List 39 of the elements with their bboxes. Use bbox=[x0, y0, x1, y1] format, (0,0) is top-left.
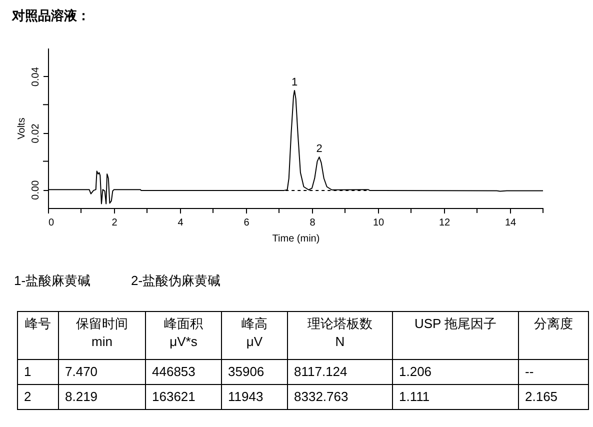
x-tick-label: 0 bbox=[48, 218, 54, 228]
text: 峰高 μV bbox=[222, 312, 288, 360]
text: USP 拖尾因子 bbox=[392, 312, 518, 360]
annotation: 1 bbox=[291, 76, 298, 88]
annotation: 2 bbox=[316, 143, 322, 156]
x-axis-title: Time (min) bbox=[272, 234, 320, 244]
text: 8.219 bbox=[58, 384, 146, 410]
text: 35906 bbox=[222, 360, 288, 384]
x-tick-label: 2 bbox=[112, 218, 118, 228]
x-tick-label: 12 bbox=[438, 218, 450, 228]
text: 163621 bbox=[146, 384, 222, 410]
text: 分离度 bbox=[518, 312, 588, 360]
text: 446853 bbox=[146, 360, 222, 384]
y-axis-title: Volts bbox=[16, 118, 28, 140]
x-tick-label: 8 bbox=[310, 218, 316, 228]
text: 峰面积 μV*s bbox=[146, 312, 222, 360]
text: 峰号 bbox=[18, 312, 58, 360]
text: 1.206 bbox=[392, 360, 518, 384]
x-tick-label: 10 bbox=[372, 218, 384, 228]
text: 1-盐酸麻黄碱 bbox=[14, 272, 91, 290]
text: 2-盐酸伪麻黄碱 bbox=[131, 272, 221, 290]
text: 11943 bbox=[222, 384, 288, 410]
text: 理论塔板数 N bbox=[288, 312, 392, 360]
text: 2.165 bbox=[518, 384, 588, 410]
x-tick-label: 4 bbox=[178, 218, 184, 228]
text: 2 bbox=[18, 384, 58, 410]
chart-title: 对照品溶液： bbox=[12, 7, 90, 25]
y-tick-label: 0.04 bbox=[30, 66, 42, 87]
x-tick-label: 6 bbox=[244, 218, 250, 228]
y-tick-label: 0.02 bbox=[30, 123, 42, 144]
text: 8117.124 bbox=[288, 360, 392, 384]
y-tick-label: 0.00 bbox=[30, 180, 42, 200]
text: 7.470 bbox=[58, 360, 146, 384]
x-tick-label: 14 bbox=[504, 218, 516, 228]
text: 保留时间 min bbox=[58, 312, 146, 360]
text: -- bbox=[518, 360, 588, 384]
text: 8332.763 bbox=[288, 384, 392, 410]
text: 1.111 bbox=[392, 384, 518, 410]
text: 1 bbox=[18, 360, 58, 384]
